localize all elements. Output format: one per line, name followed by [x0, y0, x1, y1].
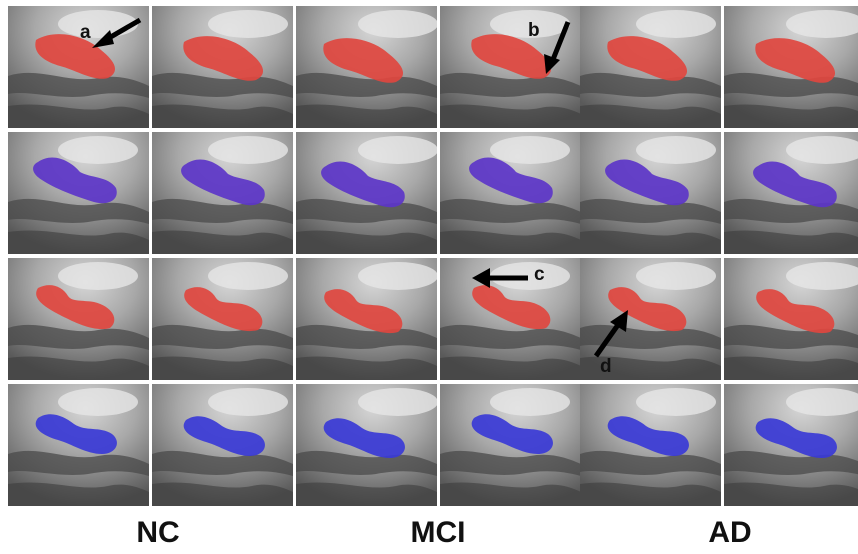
hippocampus-segmentation: [471, 34, 552, 79]
group-label-ad: AD: [708, 516, 752, 549]
hippocampus-segmentation: [607, 416, 689, 456]
annotation-c: c: [534, 264, 545, 285]
annotation-d: d: [600, 356, 612, 377]
mri-slice-tile: [440, 132, 581, 254]
mri-slice-tile: [296, 384, 437, 506]
mri-slice-tile: [580, 6, 721, 128]
mri-slice-tile: [152, 6, 293, 128]
hippocampus-segmentation: [471, 414, 553, 454]
mri-slice-tile: [440, 6, 581, 128]
group-label-mci: MCI: [410, 516, 466, 549]
hippocampus-segmentation: [324, 289, 403, 334]
mri-slice-tile: [724, 384, 858, 506]
mri-slice-tile: [440, 258, 581, 380]
hippocampus-segmentation: [36, 285, 115, 330]
annotation-b: b: [528, 20, 540, 41]
hippocampus-segmentation: [756, 289, 835, 334]
hippocampus-segmentation: [753, 161, 837, 208]
hippocampus-segmentation: [607, 36, 688, 81]
mri-slice-tile: [152, 258, 293, 380]
group-label-nc: NC: [136, 516, 180, 549]
mri-slice-tile: [724, 6, 858, 128]
mri-slice-tile: [580, 258, 721, 380]
hippocampus-segmentation: [35, 34, 116, 79]
mri-slice-tile: [724, 258, 858, 380]
hippocampus-segmentation: [184, 287, 263, 332]
hippocampus-segmentation: [608, 287, 687, 332]
hippocampus-segmentation: [755, 418, 837, 458]
mri-slice-tile: [724, 132, 858, 254]
mri-image-grid: [8, 6, 858, 506]
mri-slice-tile: [8, 384, 149, 506]
mri-slice-tile: [580, 384, 721, 506]
mri-slice-tile: [152, 132, 293, 254]
mri-slice-tile: [8, 6, 149, 128]
hippocampus-segmentation: [755, 38, 836, 83]
hippocampus-segmentation: [472, 285, 551, 330]
hippocampus-segmentation: [35, 414, 117, 454]
hippocampus-segmentation: [321, 161, 405, 208]
hippocampus-segmentation: [323, 418, 405, 458]
hippocampus-segmentation: [469, 157, 553, 204]
mri-slice-tile: [8, 132, 149, 254]
mri-slice-tile: [296, 258, 437, 380]
hippocampus-segmentation: [323, 38, 404, 83]
mri-slice-tile: [296, 132, 437, 254]
mri-slice-tile: [440, 384, 581, 506]
mri-slice-tile: [580, 132, 721, 254]
mri-slice-tile: [152, 384, 293, 506]
hippocampus-segmentation: [181, 159, 265, 206]
mri-slice-tile: [8, 258, 149, 380]
annotation-a: a: [80, 22, 91, 43]
hippocampus-segmentation: [183, 416, 265, 456]
hippocampus-segmentation: [605, 159, 689, 206]
hippocampus-segmentation: [33, 157, 117, 204]
hippocampus-segmentation: [183, 36, 264, 81]
mri-slice-tile: [296, 6, 437, 128]
